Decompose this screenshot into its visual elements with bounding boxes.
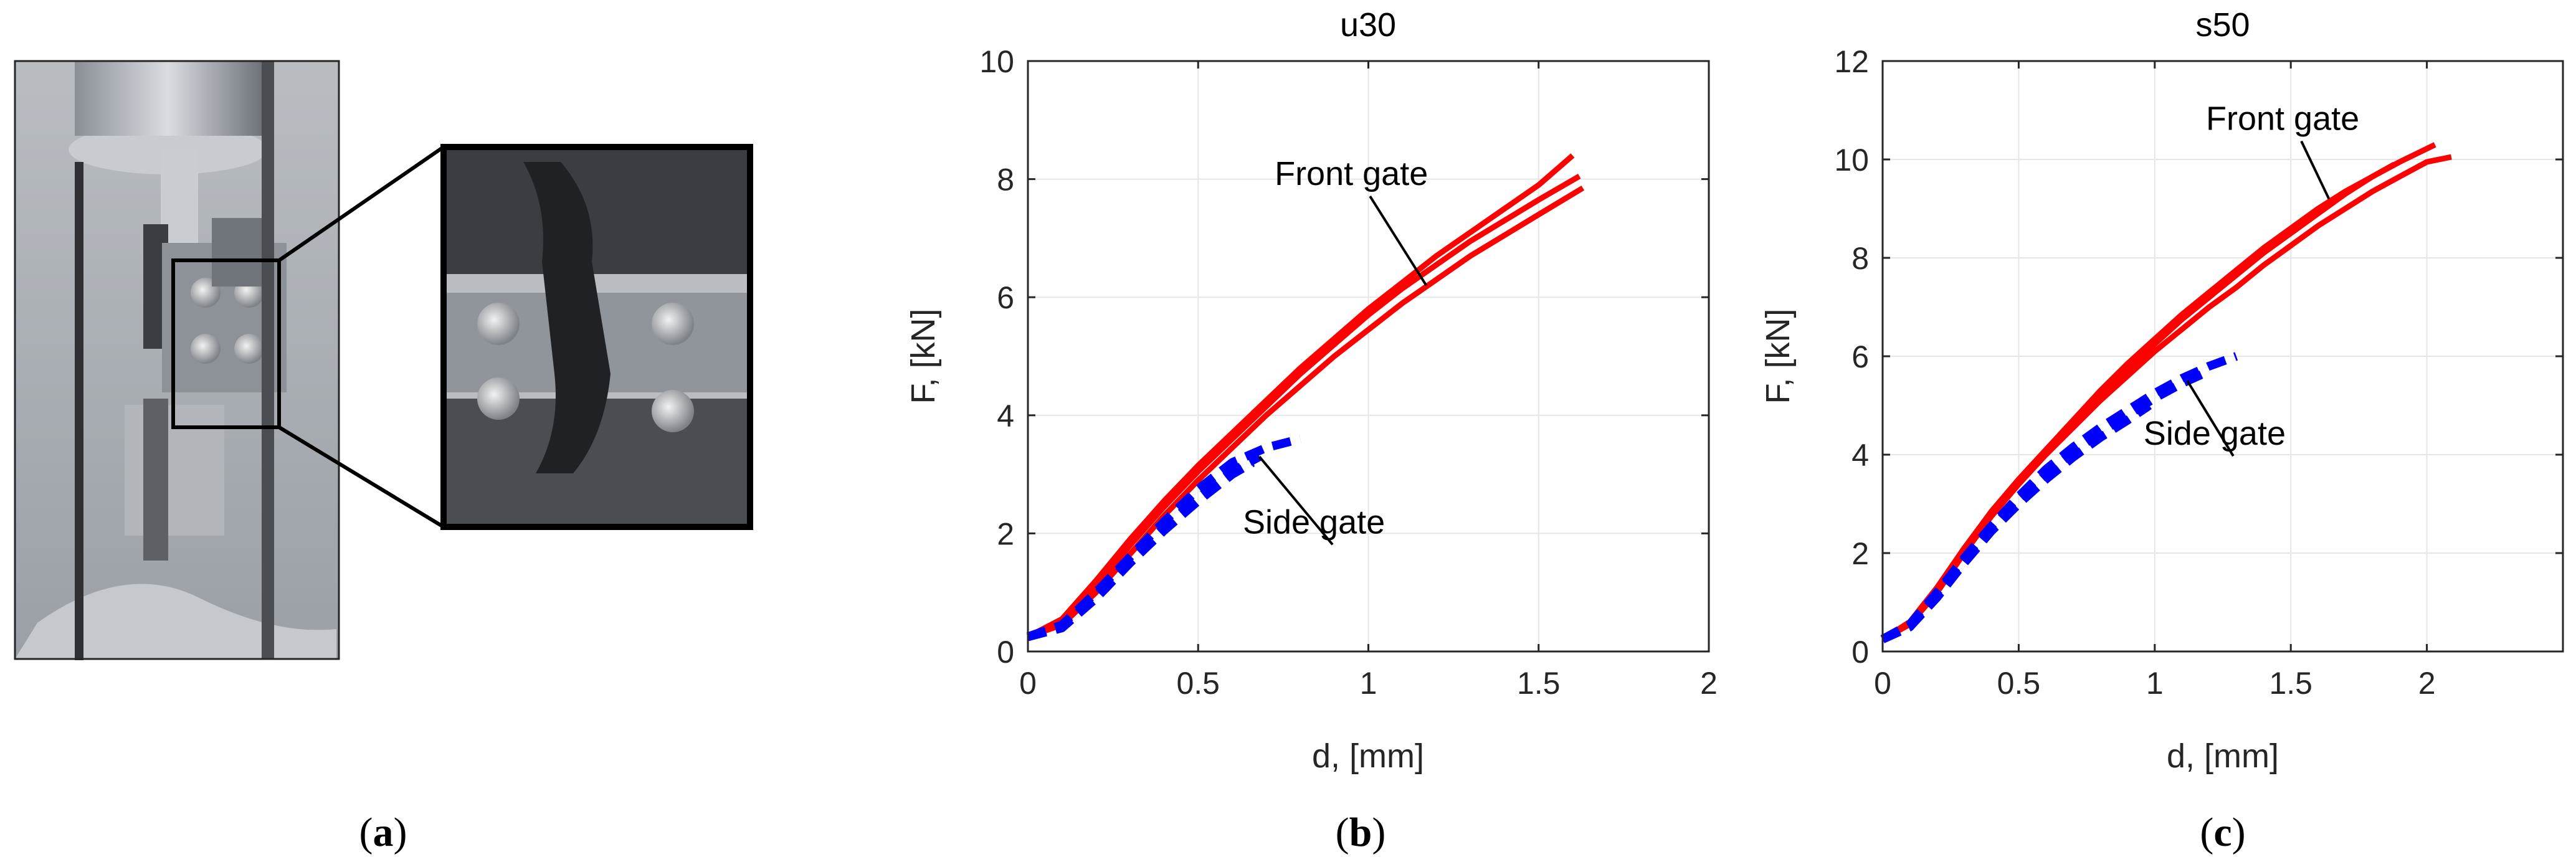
- annotation-leader: [2300, 140, 2331, 200]
- y-tick-label: 4: [997, 399, 1014, 433]
- y-axis-label: F, [kN]: [905, 308, 942, 404]
- y-tick-label: 12: [1834, 44, 1869, 79]
- y-tick-label: 0: [1851, 635, 1869, 670]
- chart-title: u30: [1340, 6, 1396, 44]
- tensile-test-fixture-photo: (a): [14, 60, 753, 855]
- series-group: [1880, 142, 2452, 643]
- zoom-connector-top: [278, 145, 445, 262]
- series-line-side-gate: [1026, 434, 1301, 641]
- zoom-region-box: [171, 258, 281, 429]
- y-tick-label: 8: [997, 163, 1014, 197]
- x-tick-label: 1: [2146, 666, 2164, 701]
- x-axis-label: d, [mm]: [2167, 737, 2279, 775]
- y-tick-label: 6: [997, 280, 1014, 315]
- annotation-leader: [1369, 196, 1428, 287]
- panel-label-b: (b): [1336, 810, 1386, 855]
- y-tick-label: 10: [1834, 143, 1869, 178]
- x-axis-label: d, [mm]: [1312, 737, 1424, 775]
- x-tick-label: 0.5: [1997, 666, 2041, 701]
- series-line-front-gate: [1026, 153, 1575, 640]
- series-line-side-gate: [1027, 458, 1255, 642]
- y-axis-label: F, [kN]: [1759, 308, 1797, 404]
- plot-frame: [1027, 60, 1710, 653]
- x-tick-label: 2: [1700, 666, 1718, 701]
- annotations: Front gate Side gate: [1243, 155, 1428, 546]
- y-ticks: 0 2 4 6 8 10 12: [1834, 44, 2563, 670]
- panel-label-c: (c): [2200, 810, 2245, 855]
- x-ticks: 0 0.5 1 1.5 2: [1019, 61, 1718, 701]
- x-tick-label: 0: [1019, 666, 1037, 701]
- x-tick-label: 1.5: [2269, 666, 2312, 701]
- annotations: Front gate Side gate: [2144, 100, 2359, 457]
- y-tick-label: 6: [1851, 339, 1869, 374]
- series-line-front-gate: [1027, 174, 1581, 640]
- annotation-leader: [2186, 380, 2235, 457]
- y-tick-label: 8: [1851, 241, 1869, 276]
- y-tick-label: 4: [1851, 438, 1869, 473]
- chart-u30: 0 0.5 1 1.5 2 0 2 4 6 8 10 Front gate Side gate u3…: [905, 6, 1718, 855]
- series-line-front-gate: [1881, 161, 2396, 642]
- chart-title: s50: [2195, 6, 2250, 44]
- fixture-photo-zoom: [440, 144, 753, 530]
- series-group: [1026, 153, 1585, 642]
- y-tick-label: 2: [1851, 536, 1869, 571]
- annotation-label: Side gate: [2144, 415, 2286, 452]
- annotation-label: Front gate: [1275, 155, 1428, 192]
- x-ticks: 0 0.5 1 1.5 2: [1874, 61, 2436, 701]
- x-tick-label: 2: [2418, 666, 2436, 701]
- annotation-label: Front gate: [2206, 100, 2359, 138]
- panel-label-a: (a): [359, 810, 407, 855]
- y-tick-label: 0: [997, 635, 1014, 670]
- y-tick-label: 10: [979, 44, 1014, 79]
- zoom-connector-bottom: [278, 425, 445, 529]
- plot-frame: [1881, 60, 2564, 653]
- x-tick-label: 1: [1360, 666, 1377, 701]
- x-tick-label: 0.5: [1176, 666, 1220, 701]
- annotation-leader: [1258, 455, 1334, 546]
- annotation-label: Side gate: [1243, 503, 1385, 541]
- x-tick-label: 1.5: [1517, 666, 1561, 701]
- x-tick-label: 0: [1874, 666, 1891, 701]
- fixture-photo-main: [14, 60, 340, 660]
- y-tick-label: 2: [997, 516, 1014, 551]
